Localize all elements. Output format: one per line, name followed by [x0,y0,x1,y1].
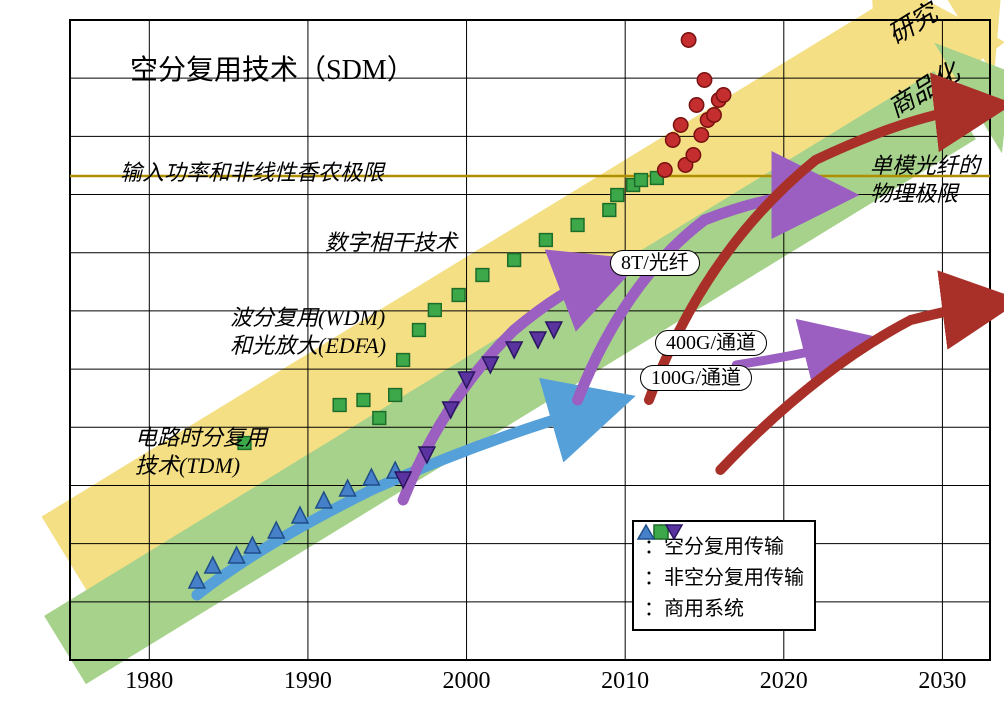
legend: ：空分复用传输：非空分复用传输：商用系统 [632,520,816,631]
xtick-2030: 2030 [918,668,966,695]
label-tdm2: 技术(TDM) [135,448,240,480]
oval-8t: 8T/光纤 [610,250,700,276]
chart-svg: 研究商品化 [0,0,1004,709]
legend-row-2: ：商用系统 [644,592,804,621]
xtick-2000: 2000 [443,668,491,695]
xtick-2010: 2010 [601,668,649,695]
label-smf2: 物理极限 [870,176,958,208]
legend-text-2: ：商用系统 [644,592,744,621]
xtick-1990: 1990 [284,668,332,695]
oval-400g: 400G/通道 [655,330,767,356]
label-coherent: 数字相干技术 [325,225,457,257]
legend-text-1: ：非空分复用传输 [644,561,804,590]
oval-100g: 100G/通道 [640,365,752,391]
chart-title: 空分复用技术（SDM） [130,48,415,88]
xtick-1980: 1980 [125,668,173,695]
label-wdm2: 和光放大(EDFA) [230,328,386,360]
legend-row-1: ：非空分复用传输 [644,561,804,590]
label-shannon: 输入功率和非线性香农极限 [120,155,384,187]
xtick-2020: 2020 [760,668,808,695]
